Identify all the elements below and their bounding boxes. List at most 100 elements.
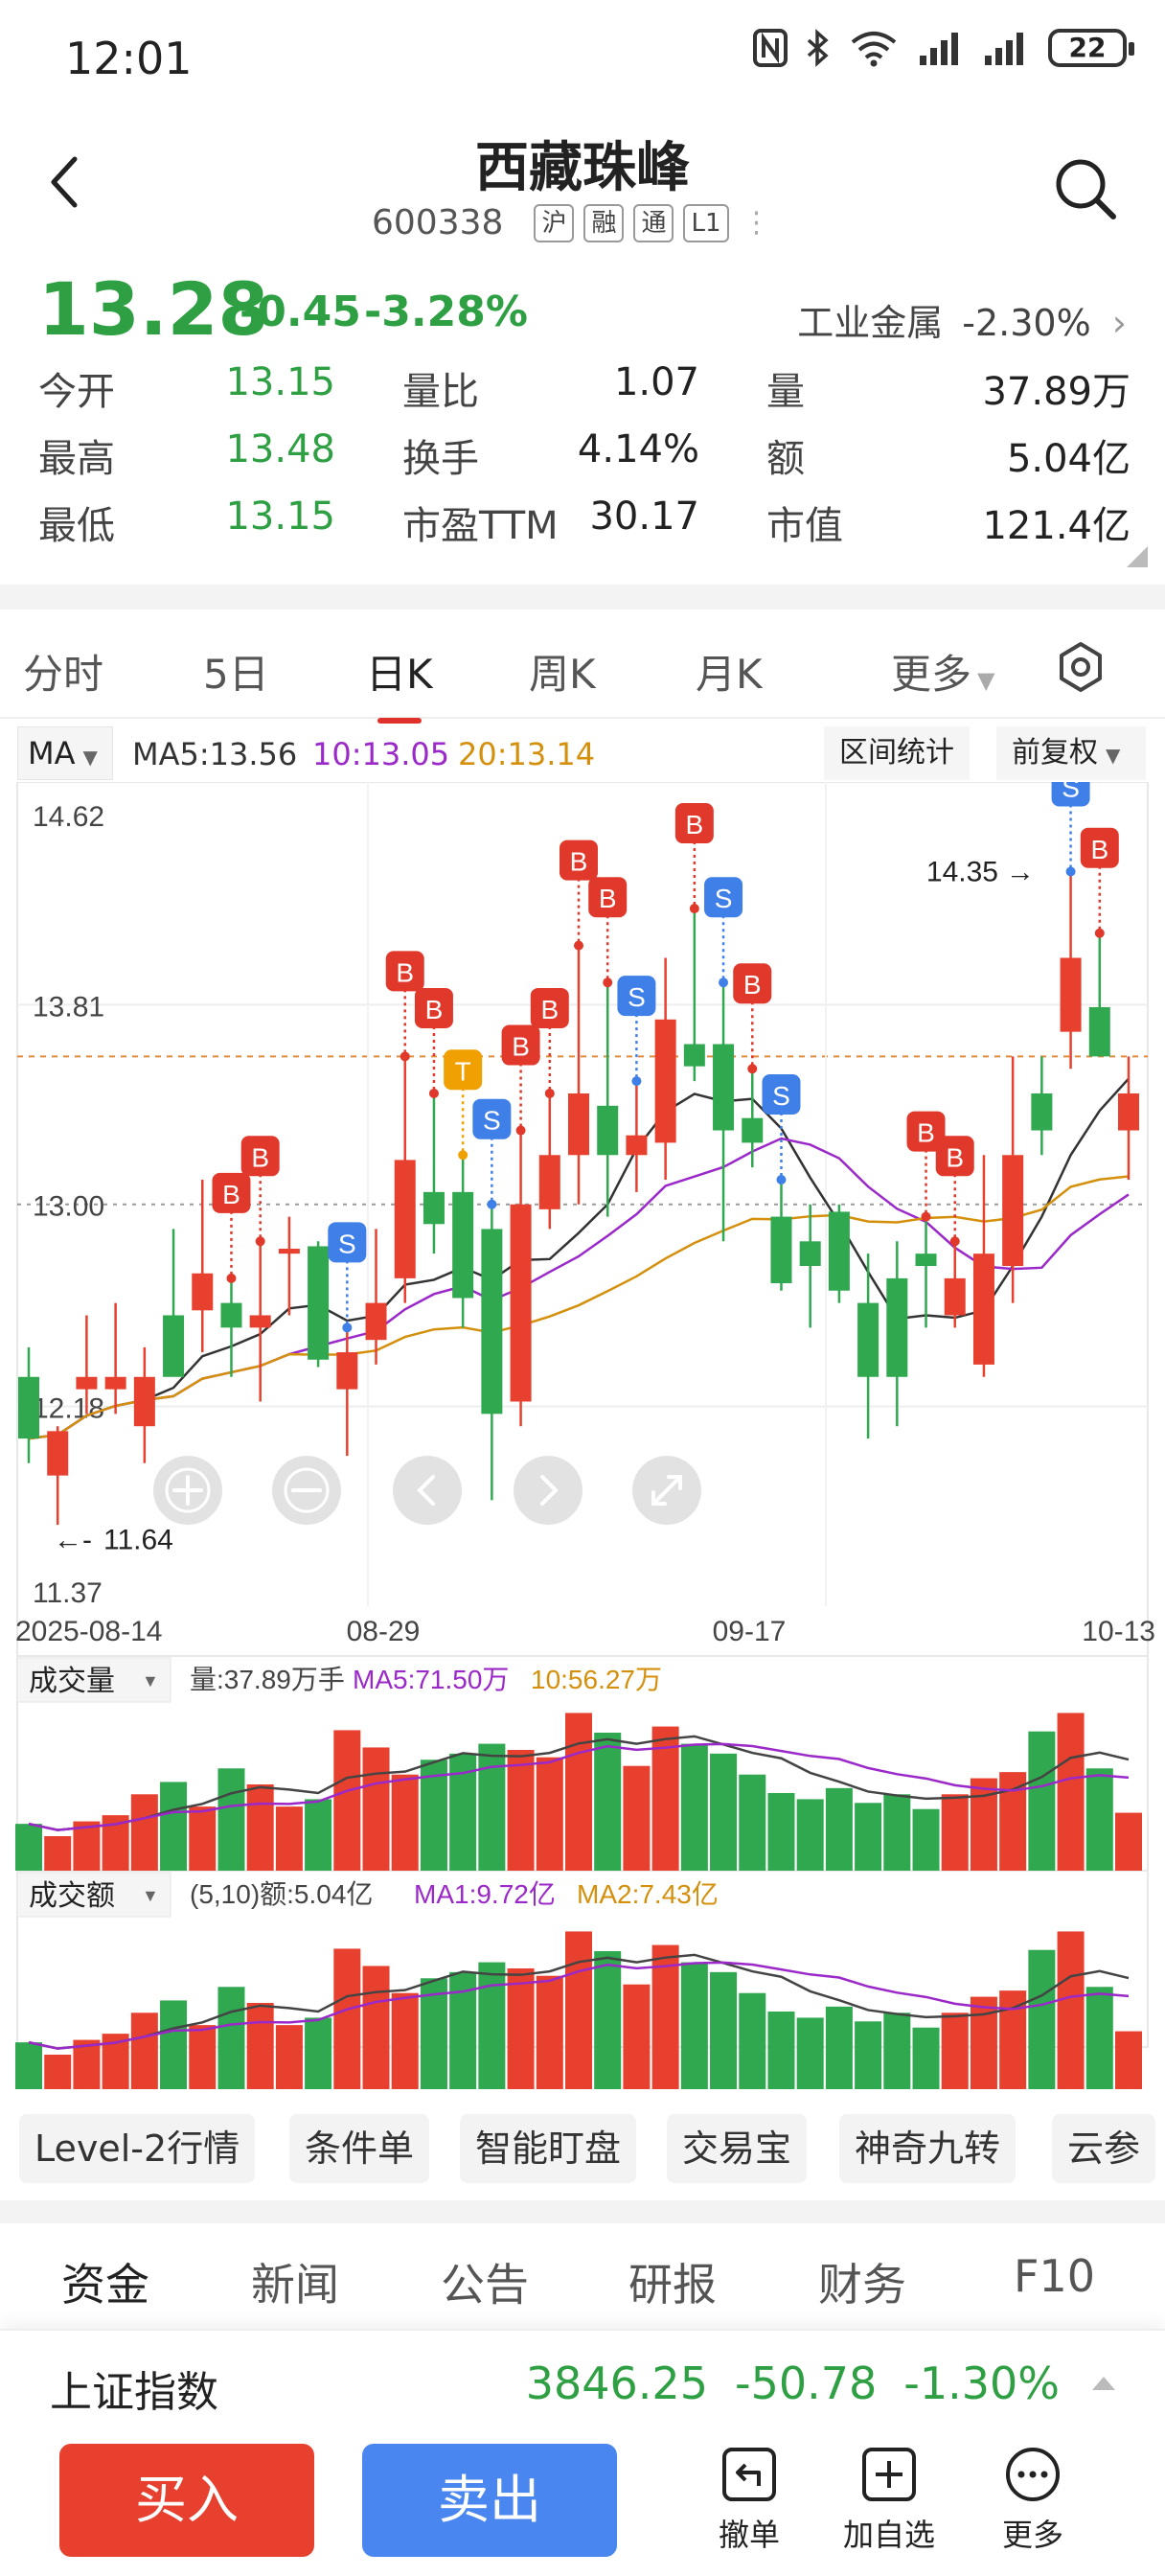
volume-bar bbox=[739, 1992, 766, 2089]
signal-badge-label: B bbox=[599, 884, 617, 913]
tab-f10[interactable]: F10 bbox=[1014, 2250, 1095, 2302]
candle-body bbox=[76, 1376, 98, 1390]
signal-dot bbox=[719, 978, 729, 988]
signal-badge bbox=[212, 1172, 251, 1213]
candle-body bbox=[365, 1302, 387, 1341]
undo-icon bbox=[722, 2448, 776, 2501]
tool-cloud[interactable]: 云参 bbox=[1052, 2114, 1156, 2183]
chevron-right-icon[interactable] bbox=[514, 1456, 582, 1526]
tool-trade-treasure[interactable]: 交易宝 bbox=[667, 2114, 808, 2183]
tab-more[interactable]: 更多 ▼ bbox=[891, 642, 994, 701]
search-icon[interactable] bbox=[1052, 155, 1119, 222]
gear-icon[interactable] bbox=[1054, 640, 1108, 694]
panel-selector[interactable] bbox=[16, 1657, 171, 1703]
tool-conditional-order[interactable]: 条件单 bbox=[289, 2114, 430, 2183]
tag-level1[interactable]: L1 bbox=[683, 203, 729, 242]
quote-panel: 13.28 -0.45 -3.28% 工业金属 -2.30% › 今开 13.15 … bbox=[0, 259, 1165, 585]
tag-connect[interactable]: 通 bbox=[633, 203, 674, 242]
y-tick-label: 14.62 bbox=[33, 801, 104, 833]
kline-chart[interactable]: 14.62 13.81 13.00 12.18 11.37 2025-08-14 08-29… bbox=[0, 782, 1165, 2104]
sector-link[interactable]: 工业金属 -2.30% › bbox=[797, 293, 1127, 346]
signal-badge-label: B bbox=[540, 995, 559, 1024]
more-label: 更多 bbox=[1001, 2517, 1063, 2553]
tab-daily-k[interactable]: 日K bbox=[366, 642, 433, 724]
tab-announcements[interactable]: 公告 bbox=[441, 2259, 529, 2311]
candle-body bbox=[972, 1254, 994, 1365]
signal-dot bbox=[544, 1088, 555, 1098]
signal-dot bbox=[949, 1236, 960, 1247]
zoom-in-icon-glyph bbox=[172, 1475, 203, 1506]
tool-smart-watch[interactable]: 智能盯盘 bbox=[460, 2114, 637, 2183]
signal-badge bbox=[414, 987, 453, 1028]
tab-news[interactable]: 新闻 bbox=[251, 2259, 339, 2311]
quote-value: 30.17 bbox=[589, 494, 699, 539]
tab-financials[interactable]: 财务 bbox=[818, 2259, 906, 2311]
volume-bar bbox=[478, 1743, 506, 1871]
volume-bar bbox=[565, 1931, 592, 2089]
tool-level2[interactable]: Level-2行情 bbox=[19, 2114, 256, 2183]
candle-body bbox=[394, 1160, 416, 1278]
volume-bar bbox=[651, 1944, 679, 2089]
candle-body bbox=[481, 1229, 503, 1414]
volume-bar bbox=[623, 1984, 651, 2089]
volume-bar bbox=[15, 1824, 42, 1871]
candle-body bbox=[278, 1249, 300, 1254]
tab-research[interactable]: 研报 bbox=[628, 2259, 717, 2311]
volume-bar bbox=[970, 1996, 997, 2089]
index-ticker[interactable]: 上证指数 3846.25 -50.78 -1.30% bbox=[0, 2329, 1165, 2432]
signal-icon-2 bbox=[985, 33, 1023, 65]
tag-sh[interactable]: 沪 bbox=[534, 203, 575, 242]
buy-button[interactable]: 买入 bbox=[59, 2444, 314, 2557]
chevron-left-icon[interactable] bbox=[393, 1456, 462, 1526]
more-tags-icon[interactable]: ⋮ bbox=[742, 206, 771, 240]
tool-magic-nine[interactable]: 神奇九转 bbox=[839, 2114, 1017, 2183]
price-change: -0.45 bbox=[240, 288, 361, 336]
add-watchlist-button[interactable]: 加自选 bbox=[832, 2446, 947, 2555]
cancel-order-button[interactable]: 撤单 bbox=[692, 2446, 807, 2555]
signal-badge bbox=[617, 976, 656, 1017]
volume-bar bbox=[1028, 1731, 1056, 1871]
panel-selector[interactable] bbox=[16, 1872, 171, 1918]
ma-selector[interactable]: MA ▼ bbox=[17, 726, 113, 780]
volume-bar bbox=[767, 2012, 795, 2089]
signal-icon-1 bbox=[920, 33, 958, 65]
volume-bar bbox=[536, 1975, 563, 2089]
tab-intraday[interactable]: 分时 bbox=[23, 651, 104, 698]
expand-corner-icon[interactable] bbox=[1127, 546, 1148, 567]
zoom-in-icon-ring bbox=[165, 1467, 211, 1513]
quote-label: 最高 bbox=[38, 437, 115, 481]
candle-body bbox=[104, 1376, 126, 1390]
volume-bar bbox=[941, 1794, 969, 1871]
tab-more-label: 更多 bbox=[891, 651, 972, 698]
quote-label: 最低 bbox=[38, 504, 115, 548]
tab-5day[interactable]: 5日 bbox=[203, 651, 269, 698]
chart-annotations: 14.35 → ←- 11.64 bbox=[54, 856, 1035, 1555]
volume-ma-line bbox=[28, 1742, 1130, 1831]
tab-monthly-k[interactable]: 月K bbox=[696, 651, 763, 698]
candle-body bbox=[336, 1352, 358, 1390]
volume-bar bbox=[825, 1787, 853, 1871]
adjust-selector[interactable]: 前复权 ▼ bbox=[996, 726, 1146, 780]
more-button[interactable]: 更多 bbox=[975, 2446, 1090, 2555]
signal-badge-label: B bbox=[1090, 835, 1108, 864]
expand-up-icon[interactable] bbox=[1092, 2377, 1115, 2390]
sell-button[interactable]: 卖出 bbox=[362, 2444, 617, 2557]
y-tick-label: 13.00 bbox=[33, 1191, 104, 1223]
signal-dot bbox=[342, 1322, 353, 1333]
signal-badge-label: B bbox=[946, 1142, 964, 1172]
tab-weekly-k[interactable]: 周K bbox=[529, 651, 596, 698]
candle-body bbox=[770, 1216, 792, 1284]
signal-dot bbox=[428, 1088, 439, 1098]
quote-value: 13.15 bbox=[225, 494, 335, 539]
candle-body bbox=[654, 1019, 676, 1143]
tab-funds[interactable]: 资金 bbox=[61, 2250, 149, 2334]
back-icon[interactable] bbox=[46, 153, 84, 211]
tag-margin[interactable]: 融 bbox=[583, 203, 625, 242]
ma-legend-row: MA ▼ MA5:13.56 10:13.05 20:13.14 区间统计 前复权… bbox=[0, 726, 1165, 782]
panel-legend-label: MA1:9.72亿 bbox=[414, 1879, 556, 1909]
candle-body bbox=[192, 1273, 214, 1311]
signal-badge bbox=[906, 1111, 946, 1152]
volume-bar bbox=[44, 1836, 72, 1871]
sector-name: 工业金属 bbox=[797, 302, 944, 344]
range-stats-button[interactable]: 区间统计 bbox=[824, 726, 970, 780]
